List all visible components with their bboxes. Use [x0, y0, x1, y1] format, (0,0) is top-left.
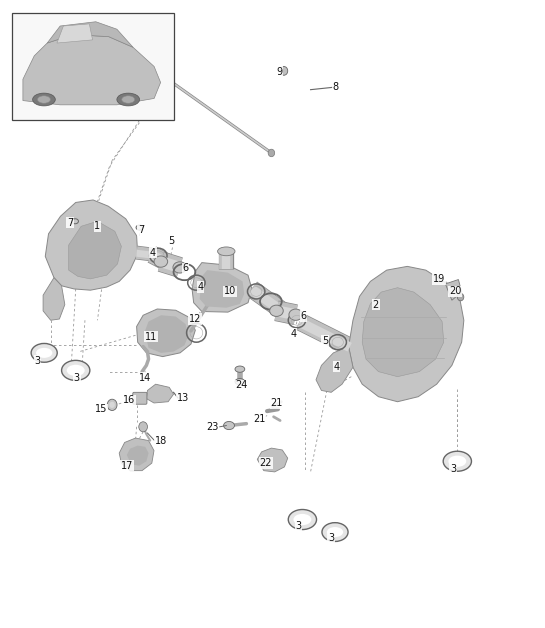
Ellipse shape: [270, 305, 283, 317]
Ellipse shape: [62, 360, 90, 381]
Text: 5: 5: [322, 336, 328, 346]
Text: 17: 17: [120, 461, 133, 470]
Text: 1: 1: [94, 221, 100, 231]
Text: 13: 13: [177, 393, 189, 403]
Polygon shape: [47, 22, 133, 47]
Text: 7: 7: [67, 217, 74, 227]
Text: 21: 21: [253, 414, 265, 425]
Text: 9: 9: [276, 67, 282, 77]
FancyBboxPatch shape: [11, 13, 173, 120]
Text: 3: 3: [295, 521, 301, 531]
Ellipse shape: [327, 527, 343, 537]
Text: 4: 4: [198, 282, 204, 292]
Polygon shape: [445, 279, 462, 300]
Polygon shape: [257, 448, 288, 472]
Text: 15: 15: [95, 404, 107, 414]
Polygon shape: [145, 315, 188, 353]
Text: 4: 4: [334, 362, 340, 372]
Ellipse shape: [235, 379, 245, 385]
Circle shape: [110, 402, 115, 408]
Ellipse shape: [136, 225, 143, 230]
Text: 10: 10: [224, 286, 236, 296]
Text: 7: 7: [138, 225, 144, 235]
Text: 8: 8: [332, 82, 338, 92]
Polygon shape: [199, 270, 244, 308]
Text: 3: 3: [74, 373, 80, 383]
Ellipse shape: [173, 262, 186, 273]
Text: 21: 21: [271, 398, 283, 408]
Ellipse shape: [117, 93, 140, 106]
Ellipse shape: [72, 219, 78, 224]
Text: 6: 6: [183, 263, 189, 273]
Ellipse shape: [322, 522, 348, 541]
Ellipse shape: [154, 256, 168, 268]
Polygon shape: [57, 24, 93, 43]
Ellipse shape: [122, 96, 135, 103]
Ellipse shape: [289, 309, 302, 320]
Polygon shape: [127, 446, 149, 465]
Polygon shape: [23, 35, 161, 105]
Text: 3: 3: [450, 463, 456, 474]
Text: 3: 3: [34, 356, 41, 366]
Text: 2: 2: [373, 300, 379, 310]
Text: 3: 3: [328, 533, 334, 543]
Polygon shape: [192, 263, 252, 312]
Ellipse shape: [33, 93, 55, 106]
Polygon shape: [349, 266, 464, 402]
Text: 19: 19: [433, 274, 445, 284]
Ellipse shape: [66, 365, 84, 376]
Ellipse shape: [217, 247, 235, 256]
Ellipse shape: [235, 366, 245, 372]
Polygon shape: [362, 288, 444, 377]
Text: 6: 6: [300, 311, 306, 321]
Circle shape: [280, 67, 288, 75]
Polygon shape: [43, 278, 65, 320]
Text: 20: 20: [449, 286, 461, 296]
FancyBboxPatch shape: [133, 392, 147, 404]
Circle shape: [107, 399, 117, 411]
Text: 4: 4: [150, 247, 156, 257]
Ellipse shape: [449, 456, 467, 467]
Polygon shape: [147, 384, 173, 403]
Polygon shape: [316, 347, 353, 392]
Ellipse shape: [443, 452, 471, 471]
Polygon shape: [69, 221, 122, 279]
Text: 22: 22: [260, 458, 272, 468]
Text: 18: 18: [155, 436, 167, 446]
Polygon shape: [137, 309, 195, 357]
Polygon shape: [45, 200, 138, 290]
Circle shape: [139, 422, 148, 432]
Circle shape: [457, 293, 464, 301]
Ellipse shape: [223, 421, 234, 430]
Text: 24: 24: [235, 381, 247, 391]
Ellipse shape: [288, 509, 317, 529]
Ellipse shape: [36, 348, 52, 358]
Text: 4: 4: [290, 329, 296, 339]
Text: 23: 23: [206, 422, 218, 432]
Text: 12: 12: [189, 314, 202, 324]
Ellipse shape: [293, 514, 311, 525]
Text: 16: 16: [123, 396, 135, 406]
Circle shape: [268, 149, 275, 157]
Ellipse shape: [31, 344, 57, 362]
Text: 5: 5: [168, 236, 174, 246]
Text: 11: 11: [145, 332, 158, 342]
Ellipse shape: [38, 96, 51, 103]
Text: 14: 14: [138, 373, 151, 383]
Polygon shape: [119, 438, 154, 470]
